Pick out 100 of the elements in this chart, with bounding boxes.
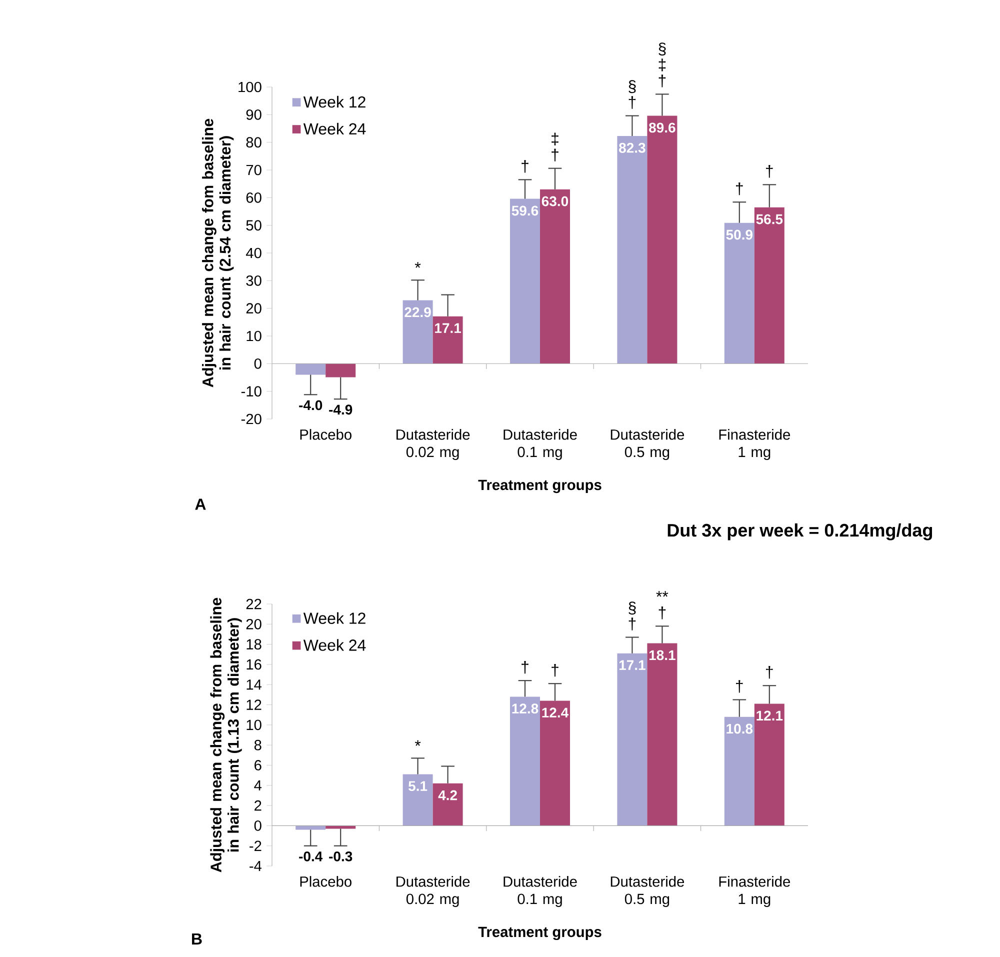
y-tick-label: 20 (246, 618, 262, 630)
annotation: § † (628, 80, 636, 109)
data-label: -4.9 (329, 404, 352, 415)
y-tick-label: 8 (254, 740, 262, 750)
y-tick-label: 16 (246, 659, 262, 670)
bar (402, 774, 433, 826)
annotation: * (414, 262, 421, 268)
legend-label: Week 12 (303, 612, 366, 624)
y-tick-label: -2 (250, 840, 262, 851)
y-tick-label: 12 (246, 700, 262, 710)
y-tick-label: 10 (246, 330, 262, 342)
y-tick-label: 70 (246, 164, 262, 176)
y-axis-title: Adjusted mean change from baseline in hair count (1.13 cm diameter) (210, 598, 242, 872)
data-label: 82.3 (619, 142, 646, 153)
data-label: 22.9 (404, 307, 431, 318)
data-label: 63.0 (542, 196, 568, 206)
y-tick-label: 0 (254, 358, 262, 369)
annotation: * (414, 740, 421, 746)
bar (326, 364, 356, 378)
data-label: 17.1 (435, 323, 462, 333)
data-label: 12.1 (756, 710, 783, 720)
y-tick-label: -20 (241, 414, 262, 424)
y-tick-label: 4 (254, 780, 262, 790)
y-tick-label: 0 (254, 820, 262, 831)
bar (617, 653, 648, 826)
y-tick-label: 30 (246, 275, 262, 286)
annotation: § † (628, 602, 636, 630)
bar (754, 704, 784, 826)
data-label: 18.1 (649, 650, 676, 660)
data-label: 12.4 (542, 708, 569, 718)
y-tick-label: 18 (246, 639, 262, 650)
annotation: † (522, 160, 528, 173)
legend-label: Week 24 (303, 639, 366, 651)
bar (617, 136, 648, 364)
annotation: ‡ † (552, 132, 558, 162)
y-tick-label: 90 (246, 109, 262, 120)
data-label: 5.1 (408, 781, 428, 791)
text: Dut 3x per week = 0.214mg/dag (668, 523, 932, 540)
data-label: 17.1 (619, 660, 646, 670)
y-tick-label: 6 (254, 760, 262, 770)
y-tick-label: -10 (241, 386, 262, 397)
x-tick-label: Placebo (300, 429, 352, 440)
bar (754, 207, 784, 364)
y-axis-title: Adjusted mean change fom baseline in hair count (2.54 cm diameter) (202, 118, 234, 388)
data-label: -0.3 (329, 851, 352, 862)
bar (540, 700, 570, 826)
legend-label: Week 12 (303, 96, 366, 108)
data-label: 4.2 (438, 790, 457, 800)
x-tick-label: Dutasteride 0.02 mg (396, 876, 470, 908)
x-tick-label: Dutasteride 0.1 mg (504, 876, 577, 908)
data-label: 59.6 (512, 206, 538, 216)
annotation: † (766, 666, 773, 679)
x-tick-label: Dutasteride 0.1 mg (504, 429, 577, 460)
y-tick-label: 2 (254, 800, 262, 811)
x-tick-label: Dutasteride 0.5 mg (610, 429, 684, 460)
y-tick-label: 60 (246, 192, 262, 203)
annotation: † (736, 182, 743, 196)
text: A (195, 498, 206, 510)
annotation: † (736, 680, 743, 693)
x-tick-label: Dutasteride 0.5 mg (610, 876, 684, 908)
data-label: -4.0 (299, 400, 322, 410)
legend-label: Week 24 (303, 122, 366, 135)
data-label: 10.8 (726, 724, 753, 734)
text: B (192, 933, 202, 944)
bar (432, 316, 463, 364)
y-tick-label: 10 (246, 720, 262, 730)
bar (402, 300, 433, 364)
y-tick-label: 20 (246, 303, 262, 314)
bar (724, 716, 754, 826)
bar (510, 198, 540, 364)
data-label: 89.6 (649, 122, 676, 133)
bar (724, 222, 754, 364)
annotation: † (522, 660, 528, 674)
data-label: 50.9 (726, 230, 752, 240)
x-tick-label: Finasteride 1 mg (719, 429, 790, 460)
data-label: -0.4 (299, 851, 323, 862)
x-tick-label: Finasteride 1 mg (719, 876, 790, 908)
bar (647, 643, 678, 826)
data-label: 12.8 (512, 704, 538, 714)
bar (296, 364, 326, 375)
y-tick-label: 40 (246, 248, 262, 258)
y-tick-label: -4 (250, 860, 262, 872)
annotation: † (552, 664, 558, 677)
bar (432, 783, 463, 826)
annotation: § ‡ † (658, 42, 666, 88)
y-tick-label: 50 (246, 220, 262, 231)
y-tick-label: 100 (238, 82, 262, 92)
annotation: ** † (656, 591, 668, 620)
y-tick-label: 80 (246, 137, 262, 148)
x-axis-title: Treatment groups (478, 926, 602, 940)
bar (540, 189, 570, 364)
y-tick-label: 22 (246, 598, 262, 610)
bar (647, 116, 678, 364)
x-axis-title: Treatment groups (478, 480, 602, 494)
data-label: 56.5 (756, 214, 783, 224)
x-tick-label: Placebo (300, 876, 352, 887)
annotation: † (766, 165, 773, 178)
y-tick-label: 14 (246, 680, 262, 690)
x-tick-label: Dutasteride 0.02 mg (396, 429, 470, 460)
bar (510, 696, 540, 826)
